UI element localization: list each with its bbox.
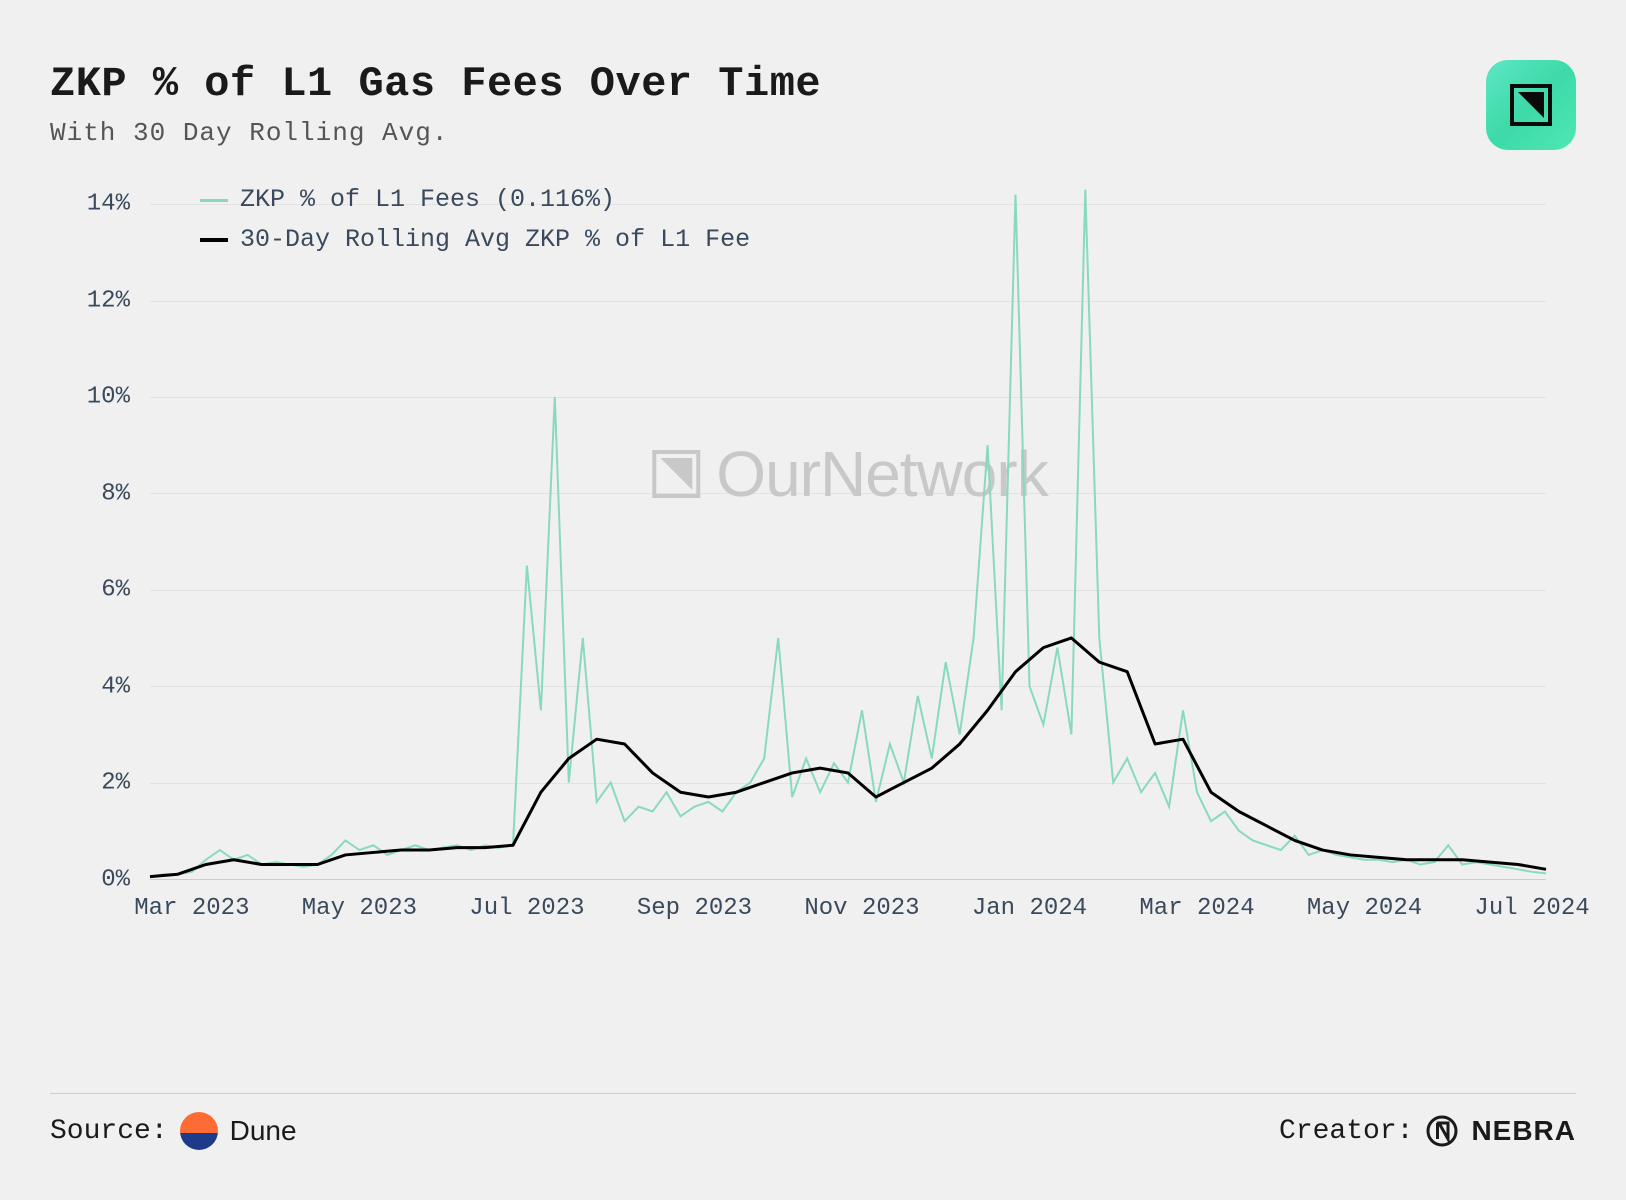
x-tick-label: May 2023 <box>302 895 417 922</box>
x-tick-label: Nov 2023 <box>804 895 919 922</box>
footer-creator: Creator: NEBRA <box>1279 1114 1576 1148</box>
x-tick-label: Sep 2023 <box>637 895 752 922</box>
y-tick-label: 6% <box>101 577 130 604</box>
chart-subtitle: With 30 Day Rolling Avg. <box>50 118 1486 148</box>
footer: Source: Dune Creator: NEBRA <box>50 1093 1576 1150</box>
chart-lines <box>150 180 1546 879</box>
brand-badge <box>1486 60 1576 150</box>
y-tick-label: 12% <box>87 287 130 314</box>
x-tick-label: Jul 2023 <box>469 895 584 922</box>
x-tick-label: Jan 2024 <box>972 895 1087 922</box>
x-tick-label: Mar 2024 <box>1139 895 1254 922</box>
chart-title: ZKP % of L1 Gas Fees Over Time <box>50 60 1486 108</box>
y-tick-label: 4% <box>101 673 130 700</box>
y-axis: 0%2%4%6%8%10%12%14% <box>50 180 140 880</box>
dune-logo-icon <box>180 1112 218 1150</box>
y-tick-label: 0% <box>101 867 130 894</box>
y-tick-label: 8% <box>101 480 130 507</box>
x-tick-label: May 2024 <box>1307 895 1422 922</box>
creator-label: Creator: <box>1279 1116 1413 1147</box>
source-label: Source: <box>50 1116 168 1147</box>
chart-area: 0% 2% 4% 6% 8% 10% 12% 14% OurNetwork ZKP % of … <box>50 180 1576 1010</box>
footer-source: Source: Dune <box>50 1112 297 1150</box>
x-tick-label: Jul 2024 <box>1474 895 1589 922</box>
x-tick-label: Mar 2023 <box>134 895 249 922</box>
series-avg-line <box>150 638 1546 877</box>
plot-area: OurNetwork ZKP % of L1 Fees (0.116%) 30-… <box>150 180 1546 880</box>
nebra-logo-icon <box>1425 1114 1459 1148</box>
x-axis: Mar 2023May 2023Jul 2023Sep 2023Nov 2023… <box>150 895 1546 955</box>
source-name: Dune <box>230 1115 297 1147</box>
y-tick-label: 14% <box>87 191 130 218</box>
y-tick-label: 2% <box>101 770 130 797</box>
nebra-badge-icon <box>1508 82 1554 128</box>
creator-name: NEBRA <box>1471 1115 1576 1147</box>
y-tick-label: 10% <box>87 384 130 411</box>
